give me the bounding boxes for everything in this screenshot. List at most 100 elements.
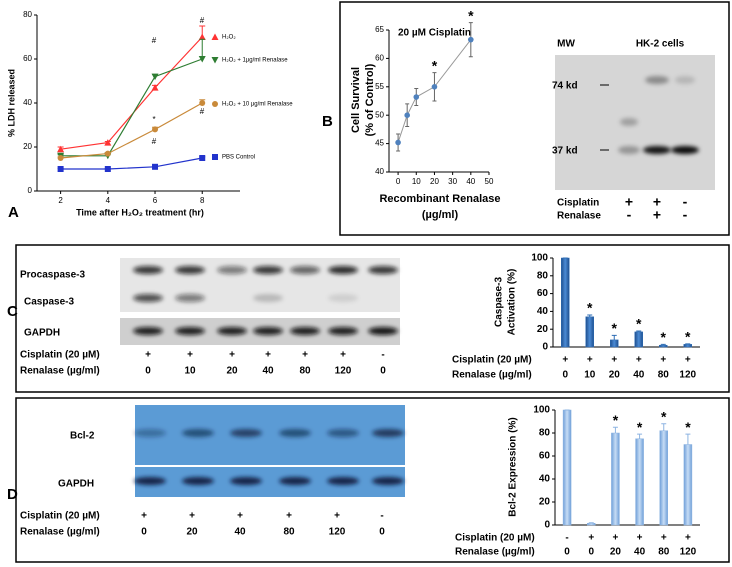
blot-mw: MW	[557, 39, 575, 50]
lane-label: 0	[145, 366, 151, 377]
y-tick-label: 20	[23, 142, 32, 151]
y-tick-label: 40	[375, 167, 384, 176]
x-tick-label: +	[588, 533, 594, 544]
lane-label: -	[380, 511, 383, 522]
point	[468, 36, 474, 43]
y-tick-label: 65	[375, 25, 384, 34]
band-label: Caspase-3	[24, 297, 74, 308]
x-tick-label: +	[636, 355, 642, 366]
significance-mark: *	[636, 316, 642, 332]
x-axis-label: Recombinant Renalase	[379, 193, 500, 205]
marker	[104, 139, 112, 146]
lane-label: 40	[234, 527, 246, 538]
blot-band	[253, 294, 283, 302]
x-tick-label: +	[685, 355, 691, 366]
blot-band	[290, 266, 320, 274]
significance-mark: *	[468, 7, 474, 23]
bar	[610, 339, 619, 348]
significance-mark: *	[685, 329, 691, 345]
legend-label: H₂O₂	[222, 35, 236, 41]
y-tick-label: 55	[375, 82, 384, 91]
error-bar	[199, 38, 206, 59]
x-tick-label: 120	[679, 370, 696, 381]
error-bar	[612, 426, 618, 433]
lane-label: -	[381, 350, 384, 361]
blot-band	[620, 118, 638, 126]
marker	[199, 100, 206, 106]
blot-band	[175, 294, 205, 302]
marker	[151, 73, 159, 81]
x-tick-label: 10	[412, 177, 421, 186]
marker	[211, 33, 219, 40]
significance-mark: *	[661, 409, 667, 425]
lane-label: 80	[283, 527, 295, 538]
x-axis-label: Time after H₂O₂ treatment (hr)	[76, 207, 204, 217]
y-tick-label: 60	[23, 54, 32, 63]
panel-label: A	[8, 204, 19, 221]
lane-label: +	[653, 194, 661, 210]
marker	[198, 33, 206, 40]
blot-band	[328, 266, 358, 274]
panel-box	[15, 244, 730, 393]
lane-label: +	[237, 511, 243, 522]
blot-band	[175, 266, 205, 274]
y-tick-label: 20	[539, 497, 551, 508]
point	[404, 112, 410, 118]
legend-label: H₂O₂ + 10 µg/ml Renalase	[222, 102, 293, 108]
row-label: Cisplatin (20 µM)	[20, 350, 100, 361]
marker	[152, 163, 159, 170]
point	[413, 94, 420, 100]
y-tick-label: 80	[23, 10, 32, 19]
blot-band	[134, 429, 166, 437]
x-tick-label: 2	[58, 196, 63, 205]
annotation: #	[200, 16, 205, 25]
chart-title: 20 µM Cisplatin	[398, 28, 471, 39]
row-label: Cisplatin (20 µM)	[455, 533, 535, 544]
y-tick-label: 60	[375, 54, 384, 63]
marker	[57, 145, 65, 153]
lane-label: +	[653, 207, 661, 223]
bar	[585, 316, 594, 348]
x-tick-label: 4	[106, 196, 111, 205]
x-tick-label: 6	[153, 196, 158, 205]
lane-label: 0	[379, 527, 385, 538]
marker	[151, 84, 159, 91]
y-tick-label: 45	[375, 139, 384, 148]
annotation: *	[152, 115, 155, 124]
x-tick-label: +	[685, 533, 691, 544]
y-axis-label: (% of Control)	[364, 63, 376, 136]
error-bar	[587, 314, 593, 317]
blot-band	[182, 477, 214, 485]
band-label: GAPDH	[58, 479, 94, 490]
y-tick-label: 60	[537, 288, 549, 299]
panel-box	[15, 397, 730, 563]
row-label: Renalase (µg/ml)	[452, 370, 532, 381]
blot-title: HK-2 cells	[636, 39, 685, 50]
panel-box	[339, 1, 730, 236]
significance-mark: *	[685, 419, 691, 435]
blot-band	[279, 429, 311, 437]
lane-label: 0	[141, 527, 147, 538]
blot-band	[279, 477, 311, 485]
blot-band	[327, 429, 359, 437]
legend-label: H₂O₂ + 1µg/ml Renalase	[222, 58, 288, 64]
lane-label: 10	[184, 366, 196, 377]
y-axis-label: % LDH released	[6, 69, 16, 137]
blot-band	[175, 327, 205, 335]
lane-label: 20	[226, 366, 238, 377]
lane-label: +	[265, 350, 271, 361]
marker	[198, 56, 206, 63]
blot-band	[133, 327, 163, 335]
marker	[152, 126, 159, 133]
blot-band	[328, 327, 358, 335]
row-label: Cisplatin	[557, 198, 599, 209]
series-line	[60, 102, 203, 159]
significance-mark: *	[661, 329, 667, 345]
error-bar	[660, 343, 666, 346]
lane-label: +	[302, 350, 308, 361]
lane-label: 120	[329, 527, 346, 538]
lane-label: 80	[299, 366, 311, 377]
lane-label: -	[683, 207, 688, 223]
blot-image	[120, 258, 400, 312]
